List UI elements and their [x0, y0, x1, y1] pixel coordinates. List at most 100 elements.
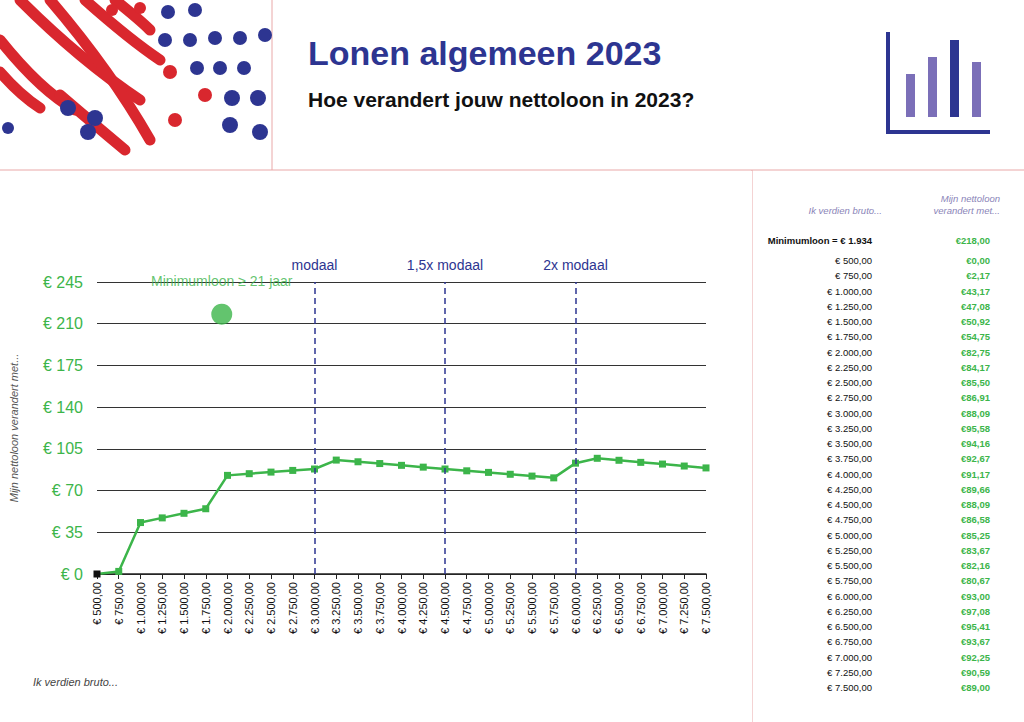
svg-text:€ 1.500,00: € 1.500,00	[178, 582, 190, 634]
svg-text:€ 5.500,00: € 5.500,00	[526, 582, 538, 634]
svg-text:2x modaal: 2x modaal	[543, 257, 608, 273]
html-text:€ 4.250,00: € 4.250,00	[827, 483, 872, 495]
html-text:€ 1.250,00: € 1.250,00	[827, 300, 872, 312]
html-text:€ 2.250,00: € 2.250,00	[827, 361, 872, 373]
html-text:€ 7.000,00: € 7.000,00	[827, 651, 872, 663]
html-text:€2,17: €2,17	[966, 270, 990, 282]
svg-text:€ 2.000,00: € 2.000,00	[222, 582, 234, 634]
html-text:€ 1.500,00: € 1.500,00	[827, 316, 872, 327]
svg-text:€ 3.750,00: € 3.750,00	[374, 582, 386, 634]
html-text:€43,17: €43,17	[960, 285, 990, 297]
svg-text:€ 4.000,00: € 4.000,00	[396, 582, 408, 634]
html-text:€ 4.500,00: € 4.500,00	[827, 499, 872, 510]
html-text:€ 6.250,00: € 6.250,00	[827, 605, 872, 617]
html-text:€88,09: €88,09	[960, 407, 990, 419]
html-text:Ik verdien bruto...: Ik verdien bruto...	[808, 205, 882, 216]
svg-text:€ 500,00: € 500,00	[91, 582, 103, 625]
svg-text:1,5x modaal: 1,5x modaal	[407, 257, 483, 273]
svg-text:€ 2.250,00: € 2.250,00	[243, 582, 255, 634]
html-text:€ 750,00: € 750,00	[835, 270, 872, 282]
html-text:€ 6.750,00: € 6.750,00	[827, 636, 872, 648]
svg-text:Mijn nettoloon verandert met..: Mijn nettoloon verandert met...	[8, 354, 20, 503]
svg-text:€ 7.500,00: € 7.500,00	[700, 582, 712, 634]
html-text:€86,91: €86,91	[960, 392, 990, 404]
html-text:€84,17: €84,17	[960, 361, 990, 373]
html-text:€ 3.750,00: € 3.750,00	[827, 453, 872, 465]
svg-text:€ 4.500,00: € 4.500,00	[439, 582, 451, 634]
svg-text:€ 210: € 210	[43, 315, 83, 332]
svg-text:€ 6.000,00: € 6.000,00	[570, 582, 582, 634]
html-text:€97,08: €97,08	[960, 605, 990, 617]
svg-text:€ 35: € 35	[52, 524, 83, 541]
html-text:€85,25: €85,25	[960, 529, 990, 541]
html-text:Hoe verandert jouw nettoloon i: Hoe verandert jouw nettoloon in 2023?	[308, 88, 695, 111]
html-text:€ 7.250,00: € 7.250,00	[827, 666, 872, 678]
html-text:€ 2.750,00: € 2.750,00	[827, 392, 872, 404]
svg-text:€ 750,00: € 750,00	[113, 582, 125, 625]
html-text:€ 5.750,00: € 5.750,00	[827, 575, 872, 587]
svg-text:€ 7.250,00: € 7.250,00	[678, 582, 690, 634]
svg-text:€ 175: € 175	[43, 357, 83, 374]
svg-text:€ 3.500,00: € 3.500,00	[352, 582, 364, 634]
svg-text:€ 5.250,00: € 5.250,00	[504, 582, 516, 634]
html-text:€86,58: €86,58	[960, 514, 990, 526]
html-text:€ 1.000,00: € 1.000,00	[827, 285, 872, 297]
html-text:€91,17: €91,17	[960, 468, 990, 480]
html-text:€ 5.250,00: € 5.250,00	[827, 544, 872, 556]
svg-text:€ 0: € 0	[61, 566, 83, 583]
html-text:€80,67: €80,67	[960, 575, 990, 587]
html-text:€94,16: €94,16	[960, 438, 990, 449]
svg-text:€ 1.750,00: € 1.750,00	[200, 582, 212, 634]
svg-text:€ 1.250,00: € 1.250,00	[156, 582, 168, 634]
svg-text:Ik verdien bruto...: Ik verdien bruto...	[33, 676, 118, 688]
html-text:€50,92: €50,92	[960, 316, 990, 327]
html-text:€ 2.500,00: € 2.500,00	[827, 377, 872, 388]
html-text:€47,08: €47,08	[960, 300, 990, 312]
html-text:€93,67: €93,67	[960, 636, 990, 648]
html-text:€ 4.750,00: € 4.750,00	[827, 514, 872, 526]
html-text:Lonen algemeen 2023: Lonen algemeen 2023	[308, 34, 662, 72]
svg-text:€ 6.750,00: € 6.750,00	[635, 582, 647, 634]
html-text:€85,50: €85,50	[960, 377, 990, 388]
svg-text:€ 4.250,00: € 4.250,00	[417, 582, 429, 634]
html-text:€ 4.000,00: € 4.000,00	[827, 468, 872, 480]
html-text:€92,25: €92,25	[960, 651, 990, 663]
svg-text:€ 4.750,00: € 4.750,00	[461, 582, 473, 634]
html-text:€82,75: €82,75	[960, 346, 990, 358]
svg-text:€ 3.250,00: € 3.250,00	[330, 582, 342, 634]
html-text:€0,00: €0,00	[966, 255, 990, 266]
html-text:€ 3.500,00: € 3.500,00	[827, 438, 872, 449]
svg-text:€ 7.000,00: € 7.000,00	[657, 582, 669, 634]
html-text:Minimumloon = € 1.934: Minimumloon = € 1.934	[767, 235, 872, 246]
html-text:€93,00: €93,00	[960, 590, 990, 602]
svg-text:€ 2.750,00: € 2.750,00	[287, 582, 299, 634]
svg-text:€ 5.750,00: € 5.750,00	[548, 582, 560, 634]
svg-text:Minimumloon ≥ 21 jaar: Minimumloon ≥ 21 jaar	[151, 273, 293, 289]
svg-text:€ 5.000,00: € 5.000,00	[483, 582, 495, 634]
html-text:Mijn nettoloon verandert met..: Mijn nettoloon verandert met...	[933, 193, 1000, 216]
html-text:€ 500,00: € 500,00	[835, 255, 872, 266]
html-text:€218,00: €218,00	[955, 235, 990, 246]
html-text:€ 6.000,00: € 6.000,00	[827, 590, 872, 602]
svg-text:€ 1.000,00: € 1.000,00	[135, 582, 147, 634]
html-text:€ 3.000,00: € 3.000,00	[827, 407, 872, 419]
html-text:€ 3.250,00: € 3.250,00	[827, 422, 872, 434]
svg-text:€ 105: € 105	[43, 440, 83, 457]
html-text:€83,67: €83,67	[960, 544, 990, 556]
html-text:€95,58: €95,58	[960, 422, 990, 434]
svg-text:€ 6.500,00: € 6.500,00	[613, 582, 625, 634]
svg-text:€ 2.500,00: € 2.500,00	[265, 582, 277, 634]
html-text:€ 2.000,00: € 2.000,00	[827, 346, 872, 358]
svg-text:€ 3.000,00: € 3.000,00	[309, 582, 321, 634]
svg-text:€ 6.250,00: € 6.250,00	[591, 582, 603, 634]
html-text:€ 1.750,00: € 1.750,00	[827, 331, 872, 343]
html-text:€ 5.000,00: € 5.000,00	[827, 529, 872, 541]
html-text:€92,67: €92,67	[960, 453, 990, 465]
svg-text:€ 70: € 70	[52, 482, 83, 499]
svg-text:€ 140: € 140	[43, 399, 83, 416]
html-text:€89,66: €89,66	[960, 483, 990, 495]
html-text:€54,75: €54,75	[960, 331, 990, 343]
html-text:€90,59: €90,59	[960, 666, 990, 678]
svg-text:€ 245: € 245	[43, 274, 83, 291]
svg-text:modaal: modaal	[292, 257, 338, 273]
